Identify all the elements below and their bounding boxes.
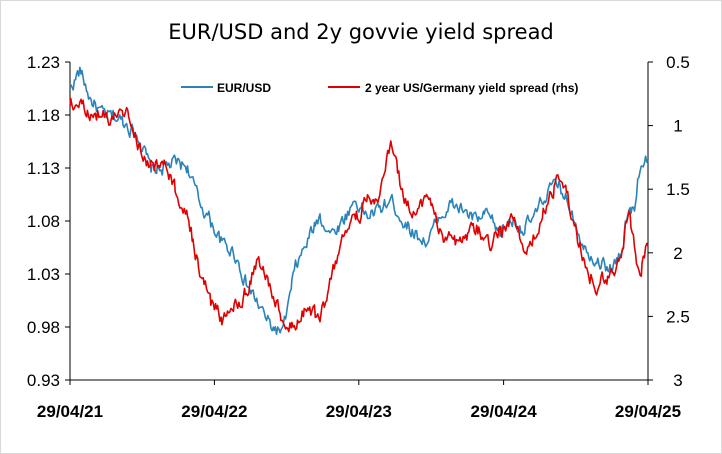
series-line-yield-spread	[69, 97, 649, 333]
axes: 1.23 1.18 1.13 1.08 1.03 0.98 0.93 0.5 1 1.5 2 2.5 3…	[27, 53, 690, 421]
left-tick-label: 1.23	[27, 53, 60, 72]
series-line-eurusd	[69, 66, 649, 335]
left-tick-label: 0.98	[27, 318, 60, 337]
legend: EUR/USD 2 year US/Germany yield spread (r…	[181, 81, 578, 95]
left-tick-label: 1.18	[27, 106, 60, 125]
chart-title: EUR/USD and 2y govvie yield spread	[168, 20, 554, 44]
series-layer	[69, 66, 649, 335]
left-tick-label: 1.08	[27, 212, 60, 231]
right-tick-label: 1.5	[666, 180, 690, 199]
x-tick-label: 29/04/21	[37, 402, 103, 421]
right-tick-label: 2.5	[666, 307, 690, 326]
right-tick-label: 0.5	[666, 53, 690, 72]
x-tick-label: 29/04/22	[181, 402, 247, 421]
right-tick-label: 3	[673, 371, 682, 390]
left-tick-label: 1.03	[27, 265, 60, 284]
x-tick-label: 29/04/24	[471, 402, 538, 421]
left-tick-label: 0.93	[27, 371, 60, 390]
right-tick-label: 2	[673, 244, 682, 263]
right-tick-label: 1	[673, 117, 682, 136]
x-tick-label: 29/04/23	[326, 402, 392, 421]
x-tick-label: 29/04/25	[615, 402, 681, 421]
left-tick-label: 1.13	[27, 159, 60, 178]
legend-label-eurusd: EUR/USD	[217, 81, 271, 95]
legend-label-yield-spread: 2 year US/Germany yield spread (rhs)	[365, 81, 578, 95]
